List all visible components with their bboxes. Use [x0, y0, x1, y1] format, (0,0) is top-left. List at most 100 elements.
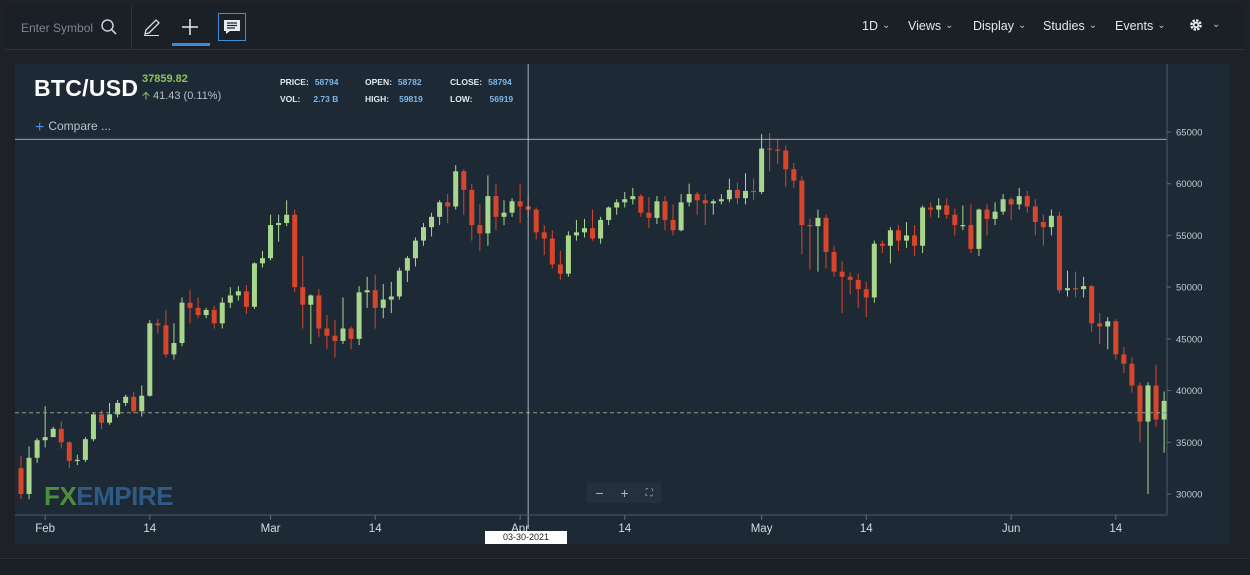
candle-body: [1000, 199, 1006, 212]
candle-up: [622, 191, 628, 208]
candle-body: [147, 323, 153, 396]
candle-down: [1032, 199, 1038, 236]
candle-body: [396, 270, 402, 297]
candle-up: [1000, 194, 1006, 215]
candle-down: [694, 191, 700, 215]
candle-up: [260, 250, 265, 268]
menu-studies[interactable]: Studies ⌄: [1043, 19, 1097, 33]
stat-open: OPEN: 58782: [365, 77, 422, 87]
candle-up: [227, 287, 233, 308]
candle-up: [960, 205, 966, 231]
candle-up: [565, 231, 571, 277]
candle-body: [686, 194, 692, 203]
candle-up: [396, 267, 402, 300]
candle-up: [340, 297, 346, 345]
candle-down: [99, 410, 104, 429]
current-price: 37859.82: [142, 73, 188, 85]
candle-body: [743, 190, 748, 199]
candle-body: [90, 414, 96, 440]
symbol-title: BTC/USD: [34, 75, 139, 101]
x-tick-label: May: [751, 523, 773, 535]
candle-body: [944, 205, 950, 215]
zoom-in-icon[interactable]: +: [620, 485, 629, 501]
candle-body: [1161, 400, 1167, 420]
candle-up: [429, 212, 435, 237]
candle-body: [968, 225, 974, 249]
candle-body: [912, 235, 918, 246]
x-tick-label: 14: [618, 523, 631, 535]
candle-down: [799, 176, 805, 255]
candle-body: [292, 214, 298, 288]
candle-up: [1145, 382, 1151, 494]
stat-vol: VOL: 2.73 B: [280, 94, 339, 104]
candle-body: [421, 227, 426, 241]
candle-up: [606, 206, 612, 226]
menu-views-label: Views: [908, 19, 942, 33]
gear-icon: [1190, 19, 1202, 31]
candle-body: [831, 251, 837, 272]
candle-up: [107, 402, 113, 425]
candle-down: [1121, 347, 1127, 373]
menu-interval[interactable]: 1D ⌄: [862, 19, 890, 33]
candle-body: [1113, 321, 1119, 355]
candle-body: [799, 180, 805, 226]
candle-up: [1048, 209, 1054, 236]
candle-down: [1008, 197, 1014, 220]
candle-up: [678, 194, 684, 232]
draw-pencil-icon[interactable]: [138, 13, 166, 41]
candle-body: [308, 295, 314, 305]
candle-up: [276, 214, 282, 242]
menu-events[interactable]: Events ⌄: [1115, 19, 1166, 33]
candle-body: [380, 299, 386, 308]
candle-body: [1153, 385, 1159, 420]
candle-down: [187, 290, 193, 324]
candle-body: [1048, 215, 1054, 228]
y-tick-label: 45000: [1176, 334, 1202, 345]
candle-up: [654, 196, 660, 225]
price-change: 🡩 41.43 (0.11%): [142, 87, 221, 106]
compare-button[interactable]: + Compare ...: [35, 119, 111, 137]
chart-area[interactable]: 37859.8264280 30000 35000 40000 45000 50000 5…: [15, 64, 1248, 544]
candle-down: [590, 209, 596, 241]
candle-body: [171, 342, 177, 355]
candle-up: [388, 281, 394, 313]
candle-body: [654, 201, 660, 218]
price-chart[interactable]: 37859.8264280 30000 35000 40000 45000 50000 5…: [15, 64, 1248, 544]
news-annotation-icon[interactable]: [218, 13, 246, 41]
menu-display-label: Display: [973, 19, 1014, 33]
candle-up: [26, 446, 32, 500]
symbol-search: [5, 5, 132, 49]
bottom-strip: [0, 558, 1250, 575]
settings-menu[interactable]: ⌄: [1188, 17, 1220, 33]
candle-body: [82, 439, 88, 460]
y-tick-label: 55000: [1176, 231, 1202, 242]
y-tick-label: 40000: [1176, 386, 1202, 397]
candle-body: [324, 328, 330, 336]
candle-body: [34, 440, 40, 458]
candle-down: [1040, 214, 1046, 246]
y-tick-label: 65000: [1176, 128, 1202, 139]
candle-down: [469, 183, 475, 241]
crosshair-plus-icon[interactable]: [176, 13, 204, 41]
candle-body: [388, 296, 394, 300]
menu-views[interactable]: Views ⌄: [908, 19, 954, 33]
candle-down: [1097, 313, 1103, 345]
candle-body: [1097, 323, 1103, 327]
candle-body: [429, 216, 435, 228]
zoom-out-icon[interactable]: −: [595, 485, 604, 501]
search-icon[interactable]: [95, 13, 123, 41]
candle-down: [66, 441, 72, 469]
candle-body: [1056, 215, 1062, 291]
fullscreen-icon[interactable]: ⛶: [645, 487, 653, 499]
candle-down: [445, 194, 451, 224]
menu-display[interactable]: Display ⌄: [973, 19, 1026, 33]
candle-down: [131, 391, 137, 414]
candle-body: [195, 307, 201, 316]
symbol-search-input[interactable]: [19, 17, 103, 39]
candle-down: [751, 178, 757, 201]
candle-down: [493, 183, 499, 231]
candle-up: [871, 240, 877, 303]
candle-up: [936, 198, 942, 218]
candle-down: [477, 204, 483, 251]
candle-down: [1089, 285, 1095, 332]
